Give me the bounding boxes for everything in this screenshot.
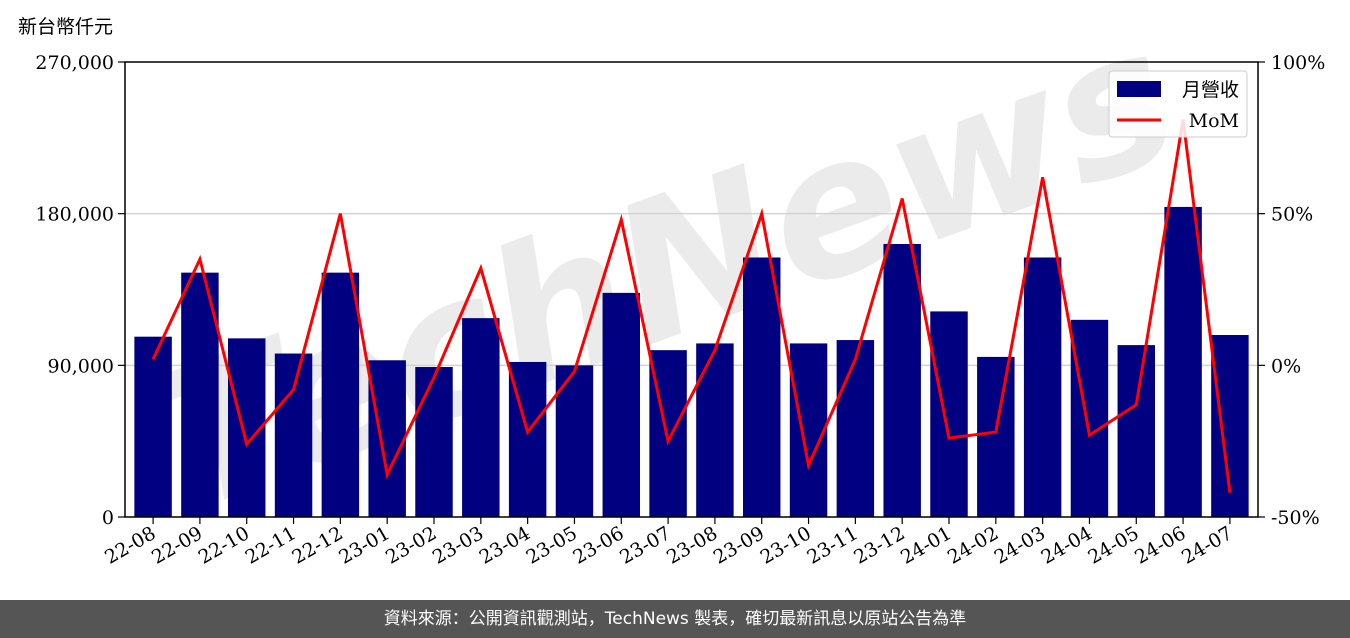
legend-label-revenue: 月營收 [1182,79,1239,101]
x-tick-label: 23-12 [850,522,908,568]
left-tick-label: 90,000 [48,355,114,377]
right-tick-label: 50% [1271,204,1313,226]
mom-line-series [151,119,1232,493]
left-tick-label: 180,000 [35,204,114,226]
x-tick-label: 23-03 [429,522,487,568]
x-tick-label: 23-11 [803,522,861,568]
bar-23-01 [368,360,406,517]
x-tick-label: 23-08 [663,522,721,568]
bar-23-08 [696,343,734,517]
x-tick-label: 24-04 [1038,522,1096,568]
bar-22-12 [321,272,360,517]
x-tick-label: 22-09 [148,522,206,568]
bar-24-04 [1070,319,1109,517]
x-tick-label: 23-02 [382,522,440,568]
x-tick-label: 23-09 [710,522,768,568]
x-tick-label: 24-03 [991,522,1049,568]
x-tick-label: 23-05 [523,522,581,568]
legend: 月營收 MoM [1108,70,1248,138]
y-axis-unit-label: 新台幣仟元 [18,16,114,38]
bar-23-09 [743,257,781,517]
bar-23-05 [555,365,594,517]
right-tick-label: -50% [1271,507,1320,529]
x-tick-label: 24-07 [1178,522,1236,568]
x-tick-label: 23-01 [335,522,393,568]
bar-23-02 [415,367,453,517]
right-tick-label: 0% [1271,355,1301,377]
bar-23-06 [602,292,640,517]
bar-22-11 [274,353,313,517]
bar-23-03 [462,318,500,517]
revenue-chart: TechNews 090,000180,000270,000-50%0%50%1… [35,0,1325,569]
plot-frame [124,61,1259,518]
x-tick-label: 24-05 [1084,522,1142,568]
bar-23-12 [883,244,921,517]
x-tick-label: 23-10 [757,522,815,568]
legend-swatch-bar [1117,81,1161,97]
x-tick-label: 23-06 [569,522,627,568]
bar-24-02 [977,356,1015,517]
left-tick-label: 270,000 [35,52,114,74]
bar-24-03 [1023,257,1062,517]
grid-lines [125,212,1258,367]
bar-24-05 [1117,345,1155,517]
mom-line [151,119,1232,493]
x-tick-label: 23-04 [476,522,534,568]
x-tick-label: 23-07 [616,522,674,568]
left-tick-label: 0 [102,507,114,529]
bar-23-10 [789,343,828,517]
bar-24-06 [1164,206,1202,518]
x-tick-label: 24-02 [944,522,1002,568]
legend-label-mom: MoM [1189,110,1239,132]
bar-24-01 [930,311,968,517]
bar-series [134,206,1249,518]
bar-23-11 [836,340,875,517]
bar-22-08 [134,336,172,517]
source-footer: 資料來源：公開資訊觀測站，TechNews 製表，確切最新訊息以原站公告為準 [0,600,1350,638]
x-tick-label: 22-08 [101,522,159,568]
x-tick-label: 24-01 [897,522,955,568]
x-tick-label: 22-12 [288,522,346,568]
x-tick-label: 24-06 [1131,522,1189,568]
right-tick-label: 100% [1271,52,1325,74]
